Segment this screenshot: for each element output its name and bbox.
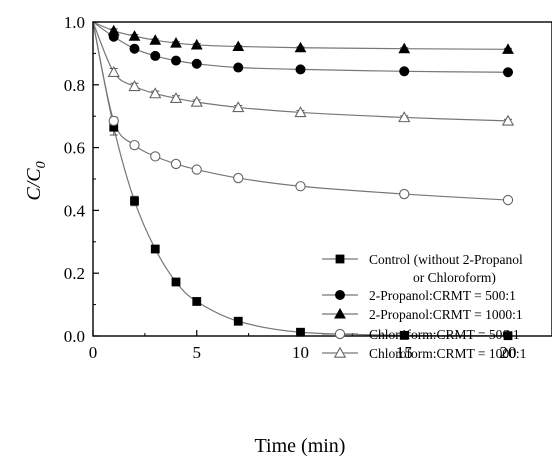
series-5-point — [190, 95, 203, 107]
series-4-point — [150, 151, 161, 162]
series-3-point — [128, 30, 141, 41]
series-2-point — [170, 55, 181, 66]
series-4-point — [295, 181, 306, 192]
y-tick-label: 0.0 — [64, 327, 85, 346]
series-5-point — [149, 87, 162, 99]
series-4-point — [502, 194, 514, 206]
legend-label: or Chloroform) — [413, 270, 496, 285]
series-5-point — [128, 80, 141, 92]
plot-curves — [92, 21, 509, 337]
y-axis-title-subscript: 0 — [34, 161, 49, 168]
legend-marker — [335, 254, 345, 264]
x-tick-label: 5 — [193, 343, 202, 362]
series-1-point — [192, 297, 202, 306]
y-tick-label: 0.2 — [64, 264, 85, 283]
y-axis: 0.0 0.2 0.4 0.6 0.8 1.0 — [64, 13, 99, 346]
series-3-point — [149, 34, 162, 45]
series-1-point — [150, 244, 160, 254]
series-1-point — [171, 277, 181, 287]
series-5-point — [169, 91, 183, 104]
series-5-curve — [92, 21, 509, 122]
series-1-curve — [92, 21, 509, 337]
series-3-point — [232, 40, 245, 52]
series-5-point — [232, 101, 245, 113]
series-5-point — [398, 111, 411, 123]
legend-marker — [334, 289, 345, 300]
legend-label: 2-Propanol:CRMT = 500:1 — [369, 288, 516, 303]
series-5-point — [107, 65, 120, 77]
x-tick-label: 15 — [396, 343, 413, 362]
series-1-point — [130, 196, 139, 206]
legend-label: Chloroform:CRMT = 1000:1 — [369, 346, 526, 361]
series-4-point — [170, 158, 182, 170]
series-5-point — [501, 114, 515, 126]
y-tick-label: 0.6 — [64, 139, 85, 158]
series-4-point — [129, 139, 140, 151]
series-3-point — [502, 43, 514, 54]
legend: Control (without 2-Propanol or Chloroform… — [322, 252, 526, 361]
legend-marker — [334, 307, 346, 319]
series-2-point — [191, 58, 202, 69]
series-4-point — [399, 188, 410, 200]
series-4-point — [191, 164, 202, 175]
series-2-point — [233, 62, 244, 73]
y-tick-label: 1.0 — [64, 13, 85, 32]
legend-label: 2-Propanol:CRMT = 1000:1 — [369, 307, 523, 322]
series-3-point — [170, 37, 182, 48]
series-3-curve — [92, 21, 509, 50]
legend-label: Control (without 2-Propanol — [369, 252, 523, 267]
series-2-point — [399, 66, 410, 77]
legend-label: Chloroform:CRMT = 500:1 — [369, 327, 520, 342]
y-axis-title-main: C/C — [23, 168, 45, 201]
y-axis-title: C/C0 — [23, 161, 49, 200]
y-tick-label: 0.4 — [64, 201, 86, 220]
legend-marker — [333, 346, 347, 358]
series-4-curve — [92, 21, 509, 201]
series-4-point — [233, 172, 244, 184]
series-3-point — [398, 42, 411, 54]
series-3-point — [294, 41, 307, 53]
y-tick-label: 0.8 — [64, 76, 85, 95]
series-2-point — [150, 50, 161, 61]
legend-marker — [334, 328, 346, 340]
series-3-point — [190, 38, 203, 50]
series-2-point — [295, 64, 306, 75]
series-5-point — [294, 106, 307, 118]
x-tick-label: 0 — [89, 343, 98, 362]
series-2-point — [502, 67, 513, 78]
series-4-point — [108, 115, 119, 127]
series-3-point — [107, 24, 120, 36]
series-2-point — [129, 43, 140, 54]
x-tick-label: 20 — [500, 343, 517, 362]
series-1-point — [233, 316, 243, 326]
x-tick-label: 10 — [292, 343, 309, 362]
x-axis-title: Time (min) — [255, 435, 346, 457]
